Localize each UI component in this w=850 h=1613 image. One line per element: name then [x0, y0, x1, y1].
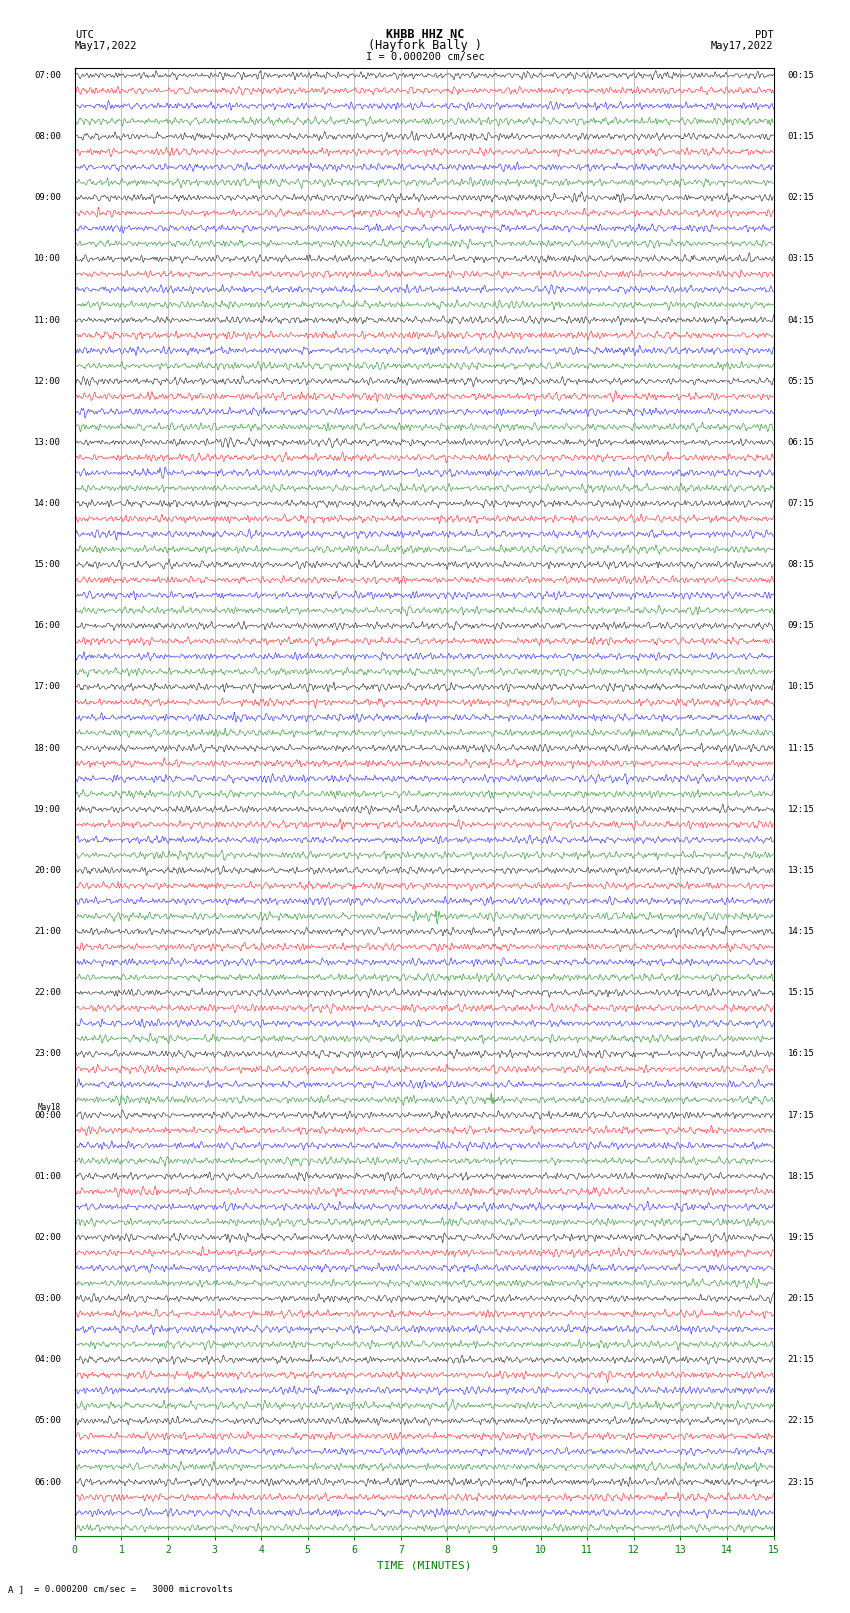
Text: 02:15: 02:15: [787, 194, 814, 202]
Text: May18: May18: [37, 1103, 61, 1111]
Text: KHBB HHZ NC: KHBB HHZ NC: [386, 27, 464, 40]
Text: 16:15: 16:15: [787, 1050, 814, 1058]
Text: 09:00: 09:00: [34, 194, 61, 202]
Text: 23:00: 23:00: [34, 1050, 61, 1058]
Text: 18:00: 18:00: [34, 744, 61, 753]
Text: PDT: PDT: [755, 29, 774, 39]
Text: 20:15: 20:15: [787, 1294, 814, 1303]
Text: 10:00: 10:00: [34, 255, 61, 263]
Text: 04:15: 04:15: [787, 316, 814, 324]
Text: A ]: A ]: [8, 1584, 25, 1594]
Text: 05:15: 05:15: [787, 377, 814, 386]
Text: 16:00: 16:00: [34, 621, 61, 631]
Text: UTC: UTC: [75, 29, 94, 39]
Text: 18:15: 18:15: [787, 1171, 814, 1181]
Text: 02:00: 02:00: [34, 1232, 61, 1242]
Text: 17:00: 17:00: [34, 682, 61, 692]
Text: 07:00: 07:00: [34, 71, 61, 81]
Text: 03:15: 03:15: [787, 255, 814, 263]
Text: 19:15: 19:15: [787, 1232, 814, 1242]
Text: 20:00: 20:00: [34, 866, 61, 874]
Text: 23:15: 23:15: [787, 1478, 814, 1487]
Text: 08:00: 08:00: [34, 132, 61, 140]
Text: 21:15: 21:15: [787, 1355, 814, 1365]
X-axis label: TIME (MINUTES): TIME (MINUTES): [377, 1560, 472, 1569]
Text: 21:00: 21:00: [34, 927, 61, 936]
Text: 00:00: 00:00: [34, 1111, 61, 1119]
Text: 22:00: 22:00: [34, 989, 61, 997]
Text: 15:15: 15:15: [787, 989, 814, 997]
Text: 14:00: 14:00: [34, 498, 61, 508]
Text: 13:15: 13:15: [787, 866, 814, 874]
Text: 09:15: 09:15: [787, 621, 814, 631]
Text: 05:00: 05:00: [34, 1416, 61, 1426]
Text: 11:00: 11:00: [34, 316, 61, 324]
Text: 06:00: 06:00: [34, 1478, 61, 1487]
Text: 07:15: 07:15: [787, 498, 814, 508]
Text: 12:15: 12:15: [787, 805, 814, 815]
Text: 12:00: 12:00: [34, 377, 61, 386]
Text: 19:00: 19:00: [34, 805, 61, 815]
Text: 10:15: 10:15: [787, 682, 814, 692]
Text: = 0.000200 cm/sec =   3000 microvolts: = 0.000200 cm/sec = 3000 microvolts: [34, 1584, 233, 1594]
Text: 04:00: 04:00: [34, 1355, 61, 1365]
Text: 01:00: 01:00: [34, 1171, 61, 1181]
Text: I = 0.000200 cm/sec: I = 0.000200 cm/sec: [366, 52, 484, 63]
Text: 01:15: 01:15: [787, 132, 814, 140]
Text: 13:00: 13:00: [34, 437, 61, 447]
Text: (Hayfork Bally ): (Hayfork Bally ): [368, 39, 482, 52]
Text: 06:15: 06:15: [787, 437, 814, 447]
Text: 11:15: 11:15: [787, 744, 814, 753]
Text: 22:15: 22:15: [787, 1416, 814, 1426]
Text: 17:15: 17:15: [787, 1111, 814, 1119]
Text: 03:00: 03:00: [34, 1294, 61, 1303]
Text: 15:00: 15:00: [34, 560, 61, 569]
Text: 08:15: 08:15: [787, 560, 814, 569]
Text: May17,2022: May17,2022: [75, 40, 138, 50]
Text: May17,2022: May17,2022: [711, 40, 774, 50]
Text: 00:15: 00:15: [787, 71, 814, 81]
Text: 14:15: 14:15: [787, 927, 814, 936]
